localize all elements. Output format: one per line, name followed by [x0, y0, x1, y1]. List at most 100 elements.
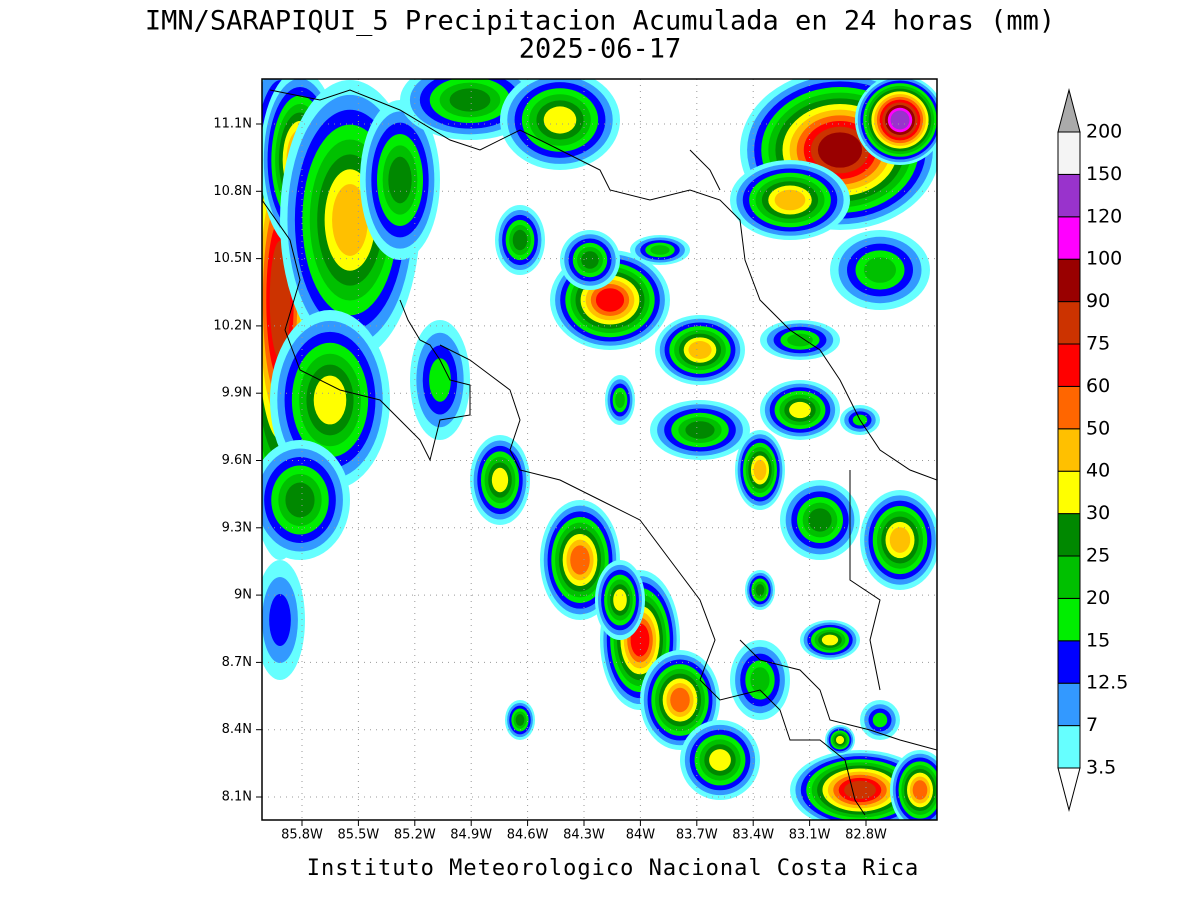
colorbar-box: [1057, 555, 1081, 599]
precip-blob: [313, 375, 347, 425]
grid: 11.1N 10.8N 10.5N 10.2N 9.9N 9.6N 9.3N 9N 8.7N 8.…: [213, 79, 937, 843]
lon-label: 85.2W: [394, 828, 436, 843]
precip-blob: [543, 106, 577, 134]
subtitle: 2025-06-17: [519, 34, 682, 65]
lat-label: 8.7N: [222, 655, 252, 670]
colorbar-label: 12.5: [1086, 672, 1128, 694]
colorbar-label: 3.5: [1086, 757, 1116, 779]
coastline: [439, 344, 866, 816]
coastline: [739, 639, 937, 751]
colorbar-label: 100: [1086, 248, 1122, 270]
precip-blob: [613, 589, 627, 611]
precip-blob: [285, 482, 315, 518]
lon-label: 82.8W: [845, 828, 887, 843]
colorbar-label: 120: [1086, 205, 1122, 227]
precip-blob: [808, 508, 832, 532]
precip-blob: [515, 714, 525, 726]
precip-blob: [709, 749, 731, 771]
precip-blob: [512, 229, 528, 251]
colorbar-label: 40: [1086, 460, 1110, 482]
colorbar-box: [1057, 131, 1081, 175]
colorbar-over: [1057, 88, 1081, 133]
lat-label: 10.8N: [213, 184, 252, 199]
precip-blob: [670, 687, 690, 713]
coastline: [689, 149, 721, 191]
precip-blob: [332, 184, 368, 256]
precip-blob: [650, 245, 670, 255]
border: [849, 470, 881, 691]
lon-label: 85.5W: [337, 828, 379, 843]
colorbar-label: 60: [1086, 375, 1110, 397]
colorbar-label: 75: [1086, 333, 1110, 355]
colorbar-label: 20: [1086, 587, 1110, 609]
precip-blob: [835, 735, 845, 745]
precip-blob: [685, 421, 715, 439]
lon-label: 84.9W: [450, 828, 492, 843]
title: IMN/SARAPIQUI_5 Precipitacion Acumulada …: [145, 6, 1055, 37]
precip-blob: [864, 257, 896, 283]
colorbar-label: 200: [1086, 121, 1122, 143]
colorbar-box: [1057, 470, 1081, 515]
colorbar-box: [1057, 258, 1081, 303]
colorbar-label: 25: [1086, 545, 1110, 567]
colorbar-box: [1057, 301, 1081, 345]
colorbar-label: 50: [1086, 417, 1110, 439]
precip-blob: [817, 132, 863, 168]
precip-blob: [595, 288, 625, 312]
colorbar-box: [1057, 682, 1081, 727]
colorbar: 3.5 7 12.5 15 20 25 30 40 50 60 75 90 100 120 150 200: [1057, 88, 1128, 812]
precip-blob: [688, 341, 712, 359]
lon-label: 85.8W: [281, 828, 323, 843]
precip-blob: [789, 401, 811, 419]
lon-label: 83.1W: [789, 828, 831, 843]
precip-blob: [630, 623, 650, 657]
lat-label: 9N: [234, 588, 252, 603]
precip-blob: [787, 333, 813, 347]
colorbar-under: [1057, 767, 1081, 812]
precip-blob: [912, 780, 928, 800]
colorbar-label: 15: [1086, 629, 1110, 651]
lon-label: 84.3W: [563, 828, 605, 843]
map-frame: [261, 78, 938, 821]
precip-blob: [774, 189, 806, 211]
precip-blob: [491, 467, 509, 493]
colorbar-box: [1057, 640, 1081, 684]
precip-blob: [388, 156, 412, 204]
lon-label: 83.7W: [676, 828, 718, 843]
precip-blob: [890, 110, 910, 130]
lat-label: 10.2N: [213, 318, 252, 333]
lon-label: 83.4W: [732, 828, 774, 843]
lat-label: 8.1N: [222, 790, 252, 805]
colorbar-label: 90: [1086, 290, 1110, 312]
lat-label: 10.5N: [213, 251, 252, 266]
lat-label: 8.4N: [222, 722, 252, 737]
precip-blob: [570, 545, 590, 575]
precip-blob: [821, 634, 839, 646]
precip-blob: [753, 459, 767, 481]
precip-blob: [269, 594, 291, 646]
colorbar-label: 7: [1086, 714, 1098, 736]
colorbar-box: [1057, 428, 1081, 472]
precip-blob: [750, 667, 770, 693]
precip-blob: [615, 392, 625, 408]
lat-label: 11.1N: [213, 117, 252, 132]
colorbar-box: [1057, 385, 1081, 430]
lat-label: 9.6N: [222, 453, 252, 468]
colorbar-box: [1057, 173, 1081, 218]
colorbar-label: 30: [1086, 502, 1110, 524]
precip-field: [262, 79, 937, 820]
colorbar-box: [1057, 513, 1081, 557]
lon-label: 84W: [626, 828, 656, 843]
lat-label: 9.3N: [222, 520, 252, 535]
colorbar-box: [1057, 597, 1081, 642]
lon-label: 84.6W: [507, 828, 549, 843]
precip-blob: [872, 712, 888, 728]
precip-blob: [755, 584, 765, 596]
precip-blob: [581, 251, 599, 269]
coastline: [269, 89, 937, 481]
precip-blob: [429, 358, 451, 402]
lat-label: 9.9N: [222, 386, 252, 401]
precip-blob: [449, 88, 491, 112]
coastline: [262, 199, 471, 462]
